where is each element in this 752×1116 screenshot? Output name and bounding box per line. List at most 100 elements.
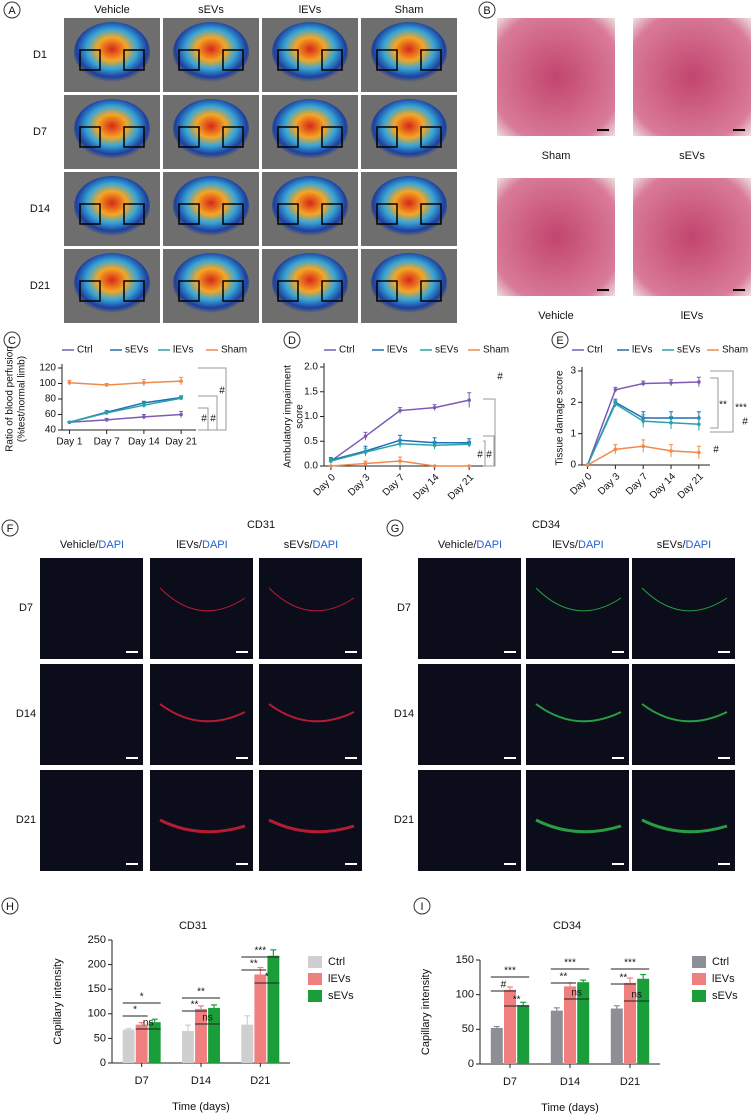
y-tick-label: 100 — [456, 989, 474, 1001]
perfusion-signal — [371, 99, 447, 159]
x-tick-label: D14 — [191, 1075, 211, 1087]
significance-label: ** — [191, 1000, 199, 1011]
roi-box — [420, 126, 442, 148]
stain-name: DAPI — [313, 539, 339, 551]
panel-letter: F — [7, 523, 14, 535]
perfusion-signal — [173, 176, 249, 236]
row-label: D21 — [394, 814, 414, 826]
bar — [504, 989, 516, 1064]
fluorescence-image — [418, 770, 521, 871]
vessel-signal — [641, 703, 728, 723]
y-tick-label: 40 — [45, 425, 57, 436]
group-name: lEVs/ — [176, 539, 203, 551]
legend-swatch — [308, 956, 322, 968]
roi-box — [123, 49, 145, 71]
bar — [490, 1027, 503, 1064]
roi-box — [79, 280, 101, 302]
column-label: Vehicle/DAPI — [60, 539, 124, 551]
y-tick-label: 0 — [570, 460, 576, 471]
row-label: D7 — [19, 602, 33, 614]
point — [142, 403, 146, 408]
legend-label: lEVs — [387, 345, 408, 356]
bar — [195, 1008, 207, 1063]
panel-letter: G — [391, 523, 400, 535]
vessel-signal — [159, 703, 246, 723]
perfusion-signal — [371, 22, 447, 82]
significance-label: ** — [719, 400, 727, 411]
row-label: D7 — [33, 126, 47, 138]
fluorescence-image — [418, 664, 521, 765]
panel-letter-ring — [283, 331, 301, 349]
roi-box — [79, 49, 101, 71]
point — [142, 380, 146, 385]
y-tick-label: 50 — [462, 1023, 474, 1035]
legend-label: sEVs — [328, 990, 354, 1002]
group-name: sEVs/ — [657, 539, 687, 551]
stain-name: DAPI — [476, 539, 502, 551]
point — [669, 420, 673, 425]
roi-box — [376, 126, 398, 148]
x-axis-label: Time (days) — [541, 1102, 599, 1114]
group-name: sEVs/ — [284, 539, 314, 551]
roi-box — [376, 280, 398, 302]
y-tick-label: 1.0 — [304, 411, 318, 422]
perfusion-signal — [74, 253, 150, 313]
significance-label: ns — [143, 1018, 154, 1029]
fluorescence-image — [150, 770, 253, 871]
point — [432, 443, 437, 448]
legend-label: Sham — [221, 345, 247, 356]
group-name: Vehicle/ — [438, 539, 477, 551]
fluorescence-image — [632, 558, 735, 659]
series-line — [69, 380, 182, 386]
significance-label: # — [713, 445, 719, 456]
point — [104, 418, 109, 422]
y-tick-label: 3 — [570, 366, 576, 377]
stain-name: DAPI — [578, 539, 604, 551]
column-label: lEVs/DAPI — [176, 539, 227, 551]
point — [669, 449, 673, 453]
y-tick-label: 100 — [88, 1008, 106, 1020]
roi-box — [178, 49, 200, 71]
roi-box — [321, 203, 343, 225]
roi-box — [277, 126, 299, 148]
vessel-signal — [641, 818, 728, 834]
roi-box — [123, 203, 145, 225]
perfusion-signal — [371, 253, 447, 313]
fluorescence-image — [150, 558, 253, 659]
roi-box — [123, 126, 145, 148]
image-label: Sham — [542, 150, 571, 162]
bar — [267, 955, 280, 1063]
y-axis-label: Tissue damage score — [555, 370, 566, 466]
significance-label: *** — [564, 958, 576, 969]
y-tick-label: 0 — [100, 1057, 106, 1069]
row-label: D14 — [30, 203, 50, 215]
bar — [517, 1005, 530, 1064]
point — [363, 450, 368, 454]
significance-bracket — [198, 367, 227, 431]
y-tick-label: 80 — [45, 394, 57, 405]
vessel-signal — [159, 818, 246, 834]
significance-label: ** — [197, 987, 205, 998]
perfusion-signal — [173, 253, 249, 313]
stain-name: DAPI — [98, 539, 124, 551]
bar — [550, 1010, 563, 1064]
legend-label: sEVs — [677, 345, 700, 356]
image-label: sEVs — [679, 150, 705, 162]
point — [398, 441, 402, 446]
y-axis-label: Ambulatory impairment — [283, 365, 294, 468]
bar — [241, 1024, 254, 1063]
vessel-signal — [268, 703, 355, 723]
stain-name: DAPI — [202, 539, 228, 551]
significance-label: # — [201, 414, 207, 425]
x-tick-label: Day 3 — [596, 471, 623, 498]
vessel-signal — [535, 818, 622, 834]
y-tick-label: 0.5 — [304, 436, 318, 447]
legend-label: lEVs — [328, 973, 351, 985]
y-tick-label: 100 — [39, 378, 56, 389]
point — [67, 420, 72, 425]
significance-bracket — [483, 398, 496, 467]
roi-box — [222, 280, 244, 302]
y-tick-label: 2 — [570, 397, 576, 408]
x-axis-label: Time (days) — [172, 1101, 230, 1113]
